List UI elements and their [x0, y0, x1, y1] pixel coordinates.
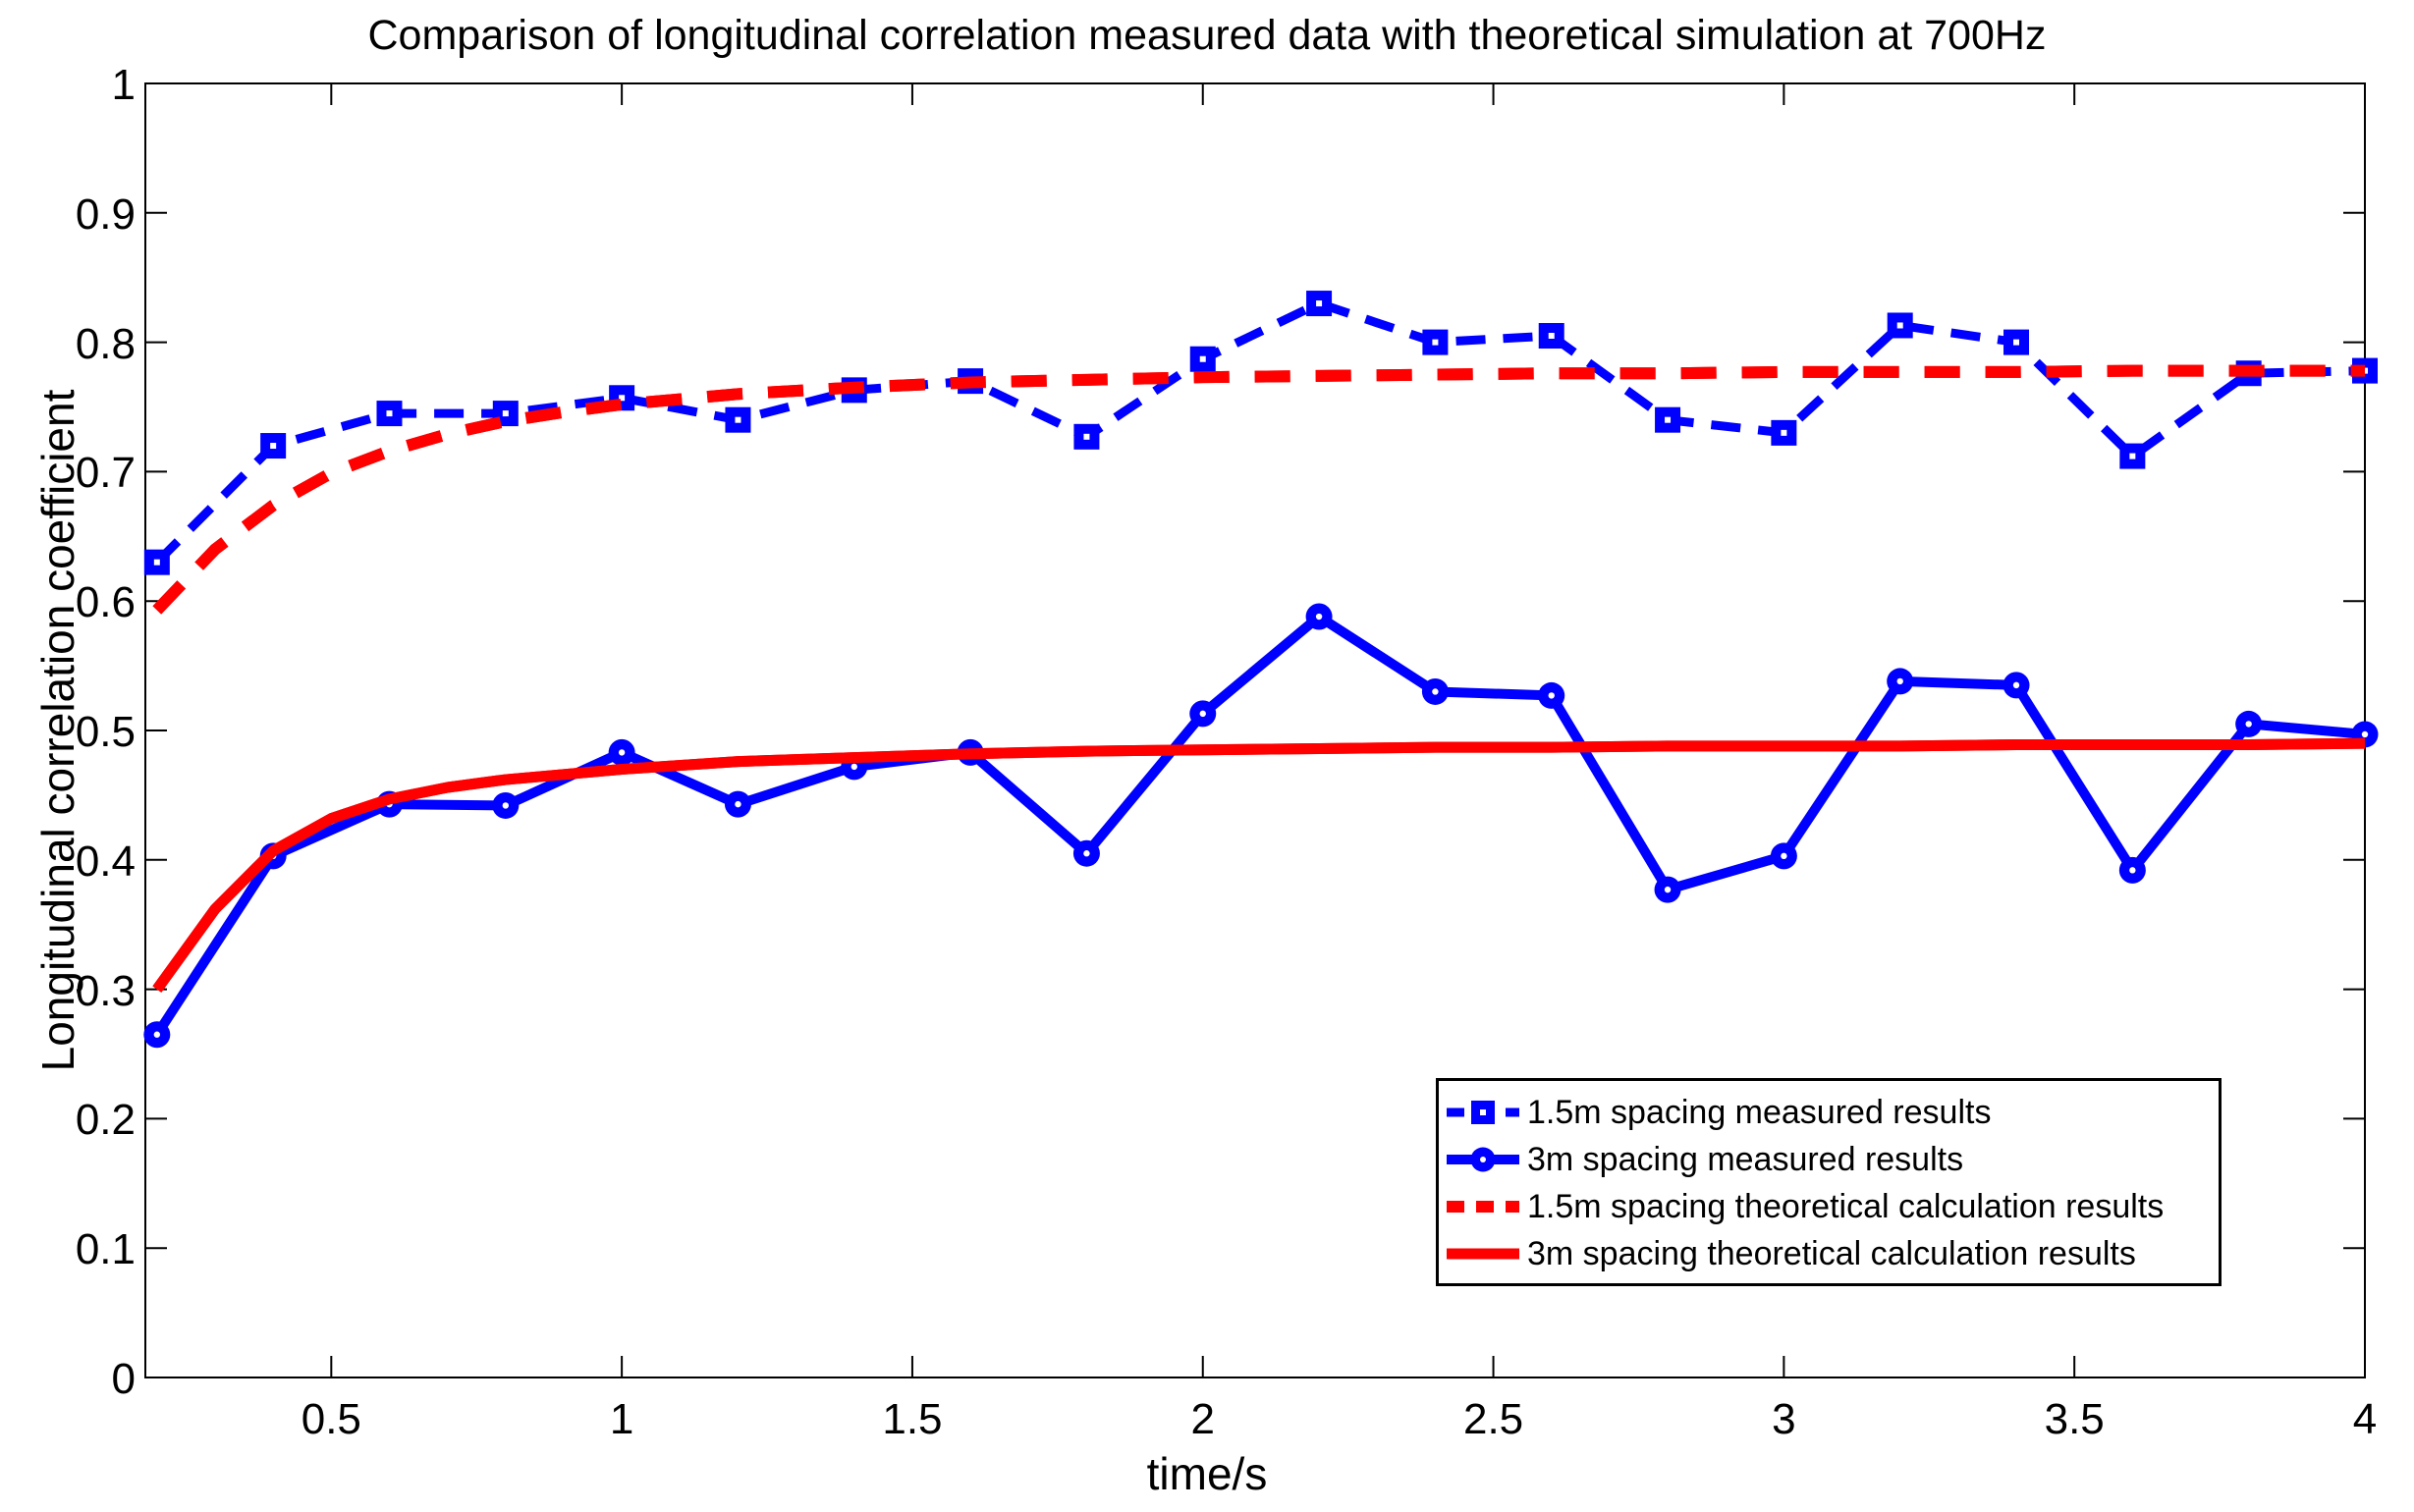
marker-square-center	[2129, 453, 2136, 459]
marker-square-center	[270, 443, 277, 450]
y-tick-label-0.4: 0.4	[75, 837, 136, 886]
marker-circle-center	[1083, 850, 1090, 857]
series-line-top-2	[152, 364, 2365, 615]
marker-circle-center	[2245, 721, 2252, 728]
x-tick-label-3: 3	[1772, 1395, 1796, 1443]
y-tick-label-0.5: 0.5	[75, 708, 136, 756]
marker-square-center	[1896, 322, 1903, 329]
y-tick-label-0: 0	[111, 1355, 136, 1403]
x-tick-label-2.5: 2.5	[1462, 1395, 1524, 1443]
y-tick-label-0.6: 0.6	[75, 578, 136, 627]
x-tick-label-0.5: 0.5	[301, 1395, 361, 1443]
y-tick-label-0.1: 0.1	[75, 1225, 136, 1274]
marker-square-center	[386, 410, 393, 417]
marker-circle-center	[735, 800, 741, 808]
y-tick-label-0.3: 0.3	[75, 966, 136, 1015]
marker-circle-center	[1315, 613, 1323, 621]
marker-circle-center	[2012, 681, 2020, 689]
legend-swatch-blue-dashed-square	[1445, 1091, 1521, 1134]
marker-circle-center	[1896, 677, 1903, 685]
legend-label: 1.5m spacing measured results	[1527, 1093, 1992, 1131]
x-tick-label-1: 1	[609, 1395, 634, 1443]
x-axis-label: time/s	[1146, 1448, 1268, 1499]
marker-circle-center	[1548, 692, 1555, 699]
x-tick-label-3.5: 3.5	[2044, 1395, 2105, 1443]
legend-swatch-blue-solid-circle	[1445, 1138, 1521, 1181]
series-line-0	[153, 298, 2366, 566]
y-tick-label-0.2: 0.2	[75, 1096, 136, 1145]
marker-circle-center	[1664, 886, 1672, 893]
marker-square-center	[1548, 333, 1555, 340]
y-tick-label-0.9: 0.9	[75, 189, 136, 239]
legend-swatch-red-solid	[1445, 1232, 1521, 1275]
marker-square-center	[153, 559, 160, 566]
legend-entry-1p5m-measured: 1.5m spacing measured results	[1439, 1089, 2219, 1136]
marker-circle-center	[1781, 852, 1787, 860]
marker-square-center	[1432, 339, 1439, 346]
marker-square-center	[502, 410, 509, 417]
marker-square-center	[1665, 416, 1672, 423]
x-tick-label-2: 2	[1190, 1395, 1215, 1443]
legend-swatch-red-dashed	[1445, 1185, 1521, 1228]
y-tick-label-1: 1	[111, 61, 136, 109]
x-tick-label-4: 4	[2352, 1395, 2378, 1443]
marker-circle-center	[502, 802, 510, 809]
marker-square-center	[735, 416, 741, 423]
marker-circle-center	[618, 749, 626, 756]
legend-box: 1.5m spacing measured results 3m spacing…	[1436, 1078, 2222, 1286]
marker-circle-center	[1199, 710, 1206, 718]
legend-label: 3m spacing theoretical calculation resul…	[1527, 1234, 2136, 1272]
marker-square-center	[1781, 429, 1787, 436]
legend-label: 3m spacing measured results	[1527, 1140, 1964, 1178]
marker-square-center	[619, 395, 626, 402]
series-line-1	[152, 612, 2366, 1038]
marker-square-center	[1199, 355, 1206, 362]
marker-circle-center	[2129, 867, 2136, 874]
marker-square-center	[1316, 300, 1323, 307]
legend-entry-3m-theoretical: 3m spacing theoretical calculation resul…	[1439, 1230, 2219, 1277]
series-line-2	[152, 364, 2365, 615]
marker-circle-center	[1432, 688, 1439, 695]
legend-entry-1p5m-theoretical: 1.5m spacing theoretical calculation res…	[1439, 1183, 2219, 1230]
y-tick-label-0.7: 0.7	[75, 449, 136, 498]
x-tick-label-1.5: 1.5	[882, 1395, 943, 1443]
marker-circle-center	[2361, 730, 2369, 738]
legend-label: 1.5m spacing theoretical calculation res…	[1527, 1187, 2165, 1225]
marker-circle-center	[153, 1031, 161, 1038]
marker-circle-center	[850, 763, 857, 771]
y-tick-label-0.8: 0.8	[75, 319, 136, 368]
marker-square-center	[2013, 339, 2020, 346]
chart-title: Comparison of longitudinal correlation m…	[367, 12, 2047, 59]
legend-entry-3m-measured: 3m spacing measured results	[1439, 1136, 2219, 1183]
marker-square-center	[1083, 433, 1090, 440]
series-line-top-3	[152, 737, 2366, 993]
